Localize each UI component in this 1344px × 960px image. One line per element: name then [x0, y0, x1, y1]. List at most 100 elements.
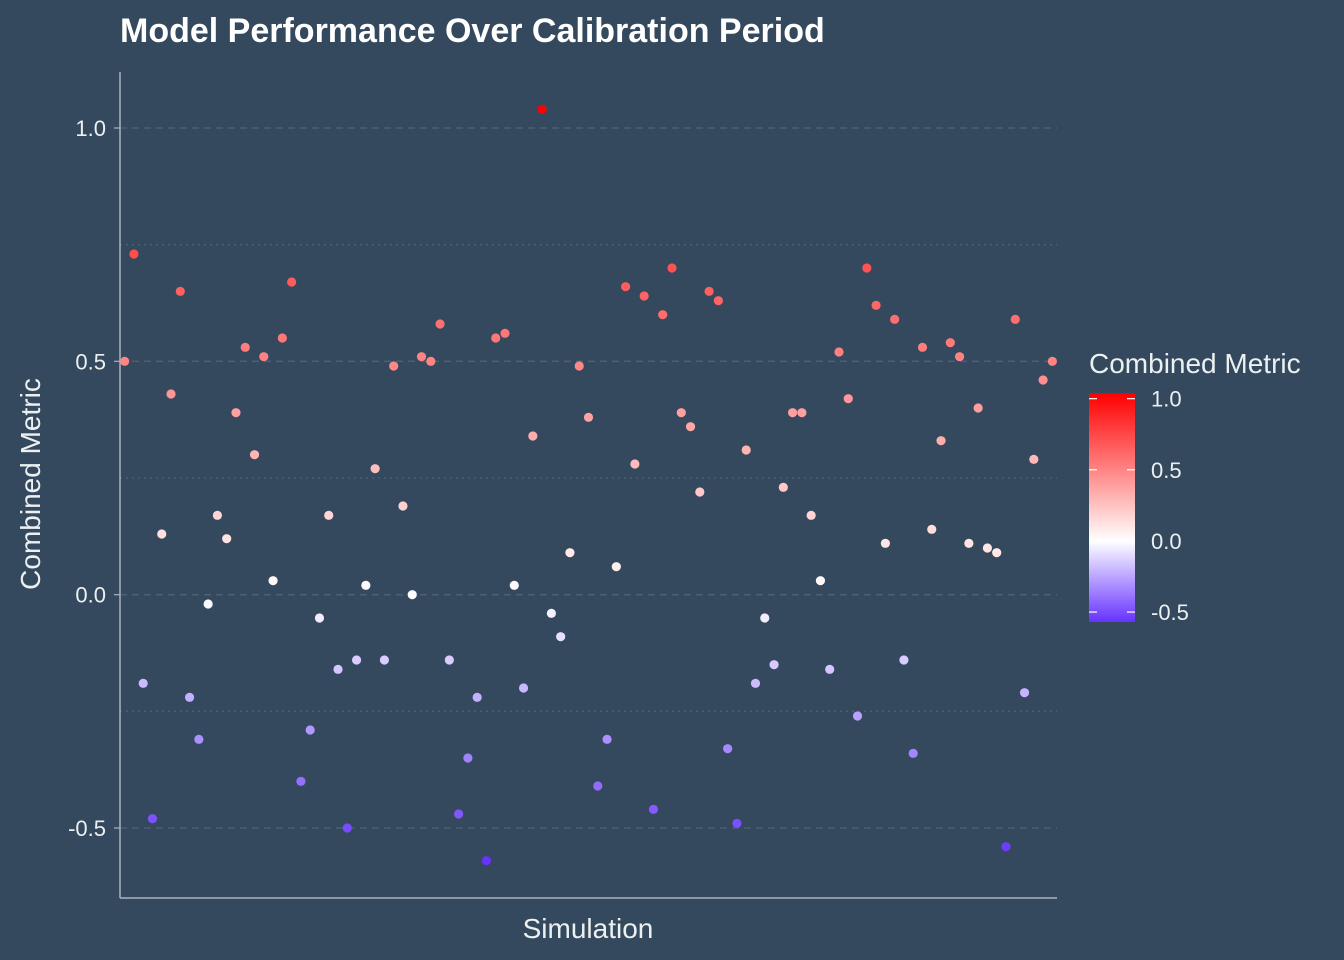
- data-point: [871, 300, 881, 310]
- data-point: [927, 524, 937, 534]
- data-point: [1019, 688, 1030, 698]
- data-point: [444, 655, 454, 665]
- data-point: [778, 482, 788, 492]
- y-axis-ticks: -0.5 0.0 0.5 1.0: [68, 116, 120, 841]
- data-point: [120, 356, 130, 366]
- data-point: [954, 352, 965, 362]
- data-point: [945, 338, 955, 348]
- data-point: [593, 781, 603, 791]
- data-point: [203, 599, 213, 609]
- data-point: [862, 263, 872, 273]
- data-point: [611, 562, 621, 572]
- x-axis-title: Simulation: [523, 913, 654, 944]
- data-point: [602, 734, 612, 744]
- data-point: [268, 576, 278, 586]
- data-point: [407, 590, 417, 600]
- data-point: [797, 408, 807, 418]
- data-point: [890, 314, 900, 324]
- data-point: [240, 342, 250, 352]
- data-point: [194, 734, 204, 744]
- data-point: [231, 408, 241, 418]
- data-point: [416, 352, 427, 362]
- data-point: [639, 291, 649, 301]
- data-point: [157, 529, 167, 539]
- data-point: [565, 548, 575, 558]
- data-point: [546, 608, 556, 618]
- data-point: [1047, 356, 1057, 366]
- data-point: [389, 361, 399, 371]
- data-point: [982, 543, 993, 553]
- data-point: [1029, 454, 1039, 464]
- data-point: [259, 352, 269, 362]
- data-point: [314, 613, 325, 623]
- data-point: [769, 660, 779, 670]
- data-point: [305, 725, 315, 735]
- data-point: [426, 356, 436, 366]
- data-point: [509, 580, 519, 590]
- data-point: [175, 286, 185, 296]
- data-point: [787, 408, 798, 418]
- data-point: [342, 823, 352, 833]
- data-point: [621, 282, 631, 292]
- data-point: [212, 510, 223, 520]
- data-point: [361, 580, 371, 590]
- data-point: [750, 678, 761, 688]
- data-point: [481, 856, 492, 866]
- data-point: [741, 445, 751, 455]
- data-point: [379, 655, 390, 665]
- data-point: [1038, 375, 1048, 385]
- data-point: [351, 655, 362, 665]
- data-point: [287, 277, 297, 287]
- data-point: [1010, 314, 1020, 324]
- color-legend: Combined Metric -0.5 0.0 0.5 1.0: [1089, 348, 1301, 625]
- data-point: [463, 753, 473, 763]
- data-point: [852, 711, 863, 721]
- data-point: [277, 333, 287, 343]
- data-point: [630, 459, 640, 469]
- data-point: [147, 814, 158, 824]
- y-tick-label: 0.0: [75, 583, 106, 608]
- data-point: [917, 342, 928, 352]
- data-point: [973, 403, 983, 413]
- data-point: [500, 328, 510, 338]
- grid-lines: [120, 127, 1057, 829]
- legend-tick-label: 0.0: [1151, 529, 1182, 554]
- data-point: [398, 501, 408, 511]
- y-axis-title: Combined Metric: [15, 378, 46, 590]
- data-point: [806, 510, 816, 520]
- data-point: [723, 744, 733, 754]
- data-point: [1001, 842, 1011, 852]
- data-point: [324, 510, 334, 520]
- data-point: [249, 450, 260, 460]
- data-point: [843, 394, 853, 404]
- legend-tick-label: 1.0: [1151, 387, 1182, 412]
- y-tick-label: -0.5: [68, 816, 106, 841]
- data-point: [166, 389, 176, 399]
- data-point: [667, 263, 677, 273]
- data-point: [537, 104, 547, 114]
- data-point: [518, 683, 529, 693]
- data-point: [834, 347, 844, 357]
- data-point: [435, 319, 445, 329]
- data-point: [936, 436, 946, 446]
- data-point: [704, 286, 714, 296]
- data-points: [120, 104, 1057, 866]
- legend-colorbar: [1089, 393, 1135, 622]
- data-point: [713, 296, 723, 306]
- legend-title: Combined Metric: [1089, 348, 1301, 379]
- data-point: [908, 748, 918, 758]
- data-point: [296, 776, 306, 786]
- data-point: [880, 538, 890, 548]
- data-point: [333, 664, 343, 674]
- data-point: [138, 678, 148, 688]
- data-point: [222, 534, 232, 544]
- data-point: [992, 548, 1002, 558]
- data-point: [695, 487, 705, 497]
- data-point: [184, 692, 195, 702]
- legend-tick-label: -0.5: [1151, 600, 1189, 625]
- y-tick-label: 0.5: [75, 349, 106, 374]
- chart-title: Model Performance Over Calibration Perio…: [120, 12, 825, 50]
- data-point: [574, 361, 584, 371]
- data-point: [760, 613, 770, 623]
